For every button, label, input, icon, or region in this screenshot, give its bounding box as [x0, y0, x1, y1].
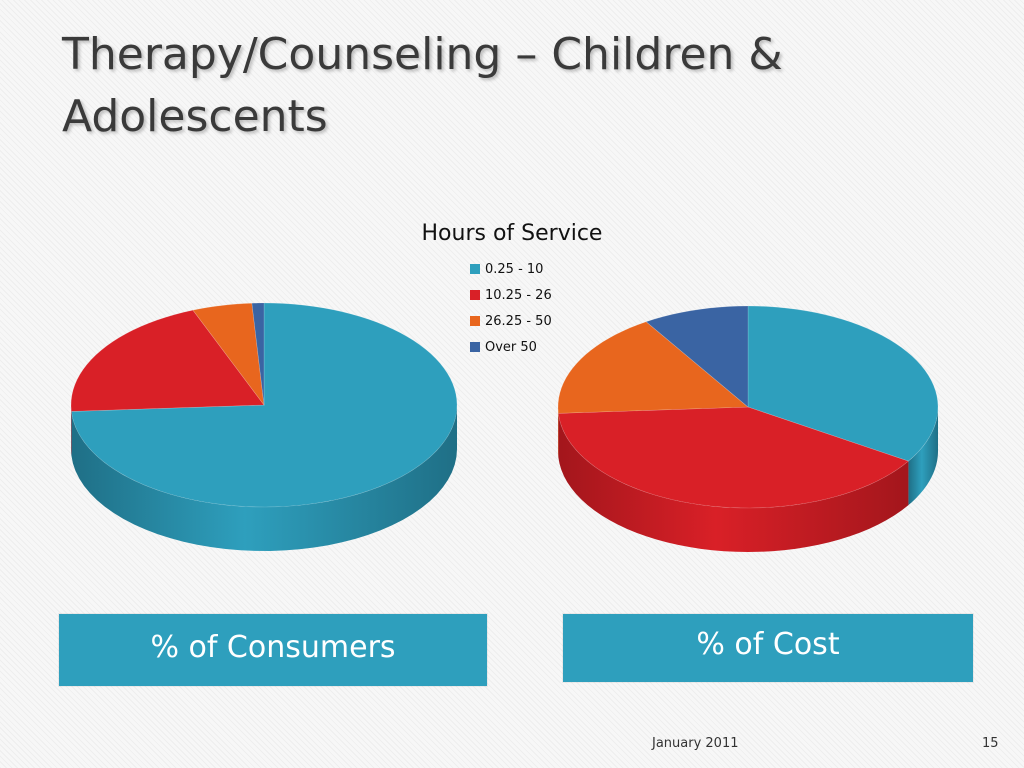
legend-swatch-1 — [470, 290, 480, 300]
chart-title: Hours of Service — [422, 221, 603, 246]
pie-consumers — [70, 302, 458, 551]
legend-label-2: 26.25 - 50 — [485, 314, 552, 329]
pie-cost-slice-3 — [645, 305, 749, 408]
pie-cost-side-0 — [908, 407, 938, 506]
slide-title: Therapy/Counseling – Children & Adolesce… — [62, 29, 783, 142]
legend-label-1: 10.25 - 26 — [485, 288, 552, 303]
caption-cost: % of Cost — [563, 614, 973, 682]
legend-swatch-0 — [470, 264, 480, 274]
page-number: 15 — [982, 736, 999, 751]
legend-swatch-3 — [470, 342, 480, 352]
pie-consumers-slice-1 — [70, 309, 265, 412]
chart-legend: 0.25 - 10 10.25 - 26 26.25 - 50 Over 50 — [470, 262, 552, 355]
pie-cost — [557, 305, 939, 552]
pie-consumers-slice-0 — [71, 302, 458, 508]
pie-cost-slice-0 — [747, 305, 939, 462]
legend-label-3: Over 50 — [485, 340, 537, 355]
footer-date: January 2011 — [652, 736, 739, 751]
pie-consumers-slice-2 — [192, 302, 265, 407]
pie-cost-slice-2 — [557, 321, 749, 414]
caption-consumers: % of Consumers — [59, 614, 487, 686]
legend-swatch-2 — [470, 316, 480, 326]
legend-label-0: 0.25 - 10 — [485, 262, 543, 277]
pie-cost-side-1 — [558, 413, 909, 552]
pie-consumers-slice-3 — [251, 302, 265, 406]
pie-cost-slice-1 — [558, 406, 910, 509]
pie-consumers-side-0 — [71, 405, 457, 551]
